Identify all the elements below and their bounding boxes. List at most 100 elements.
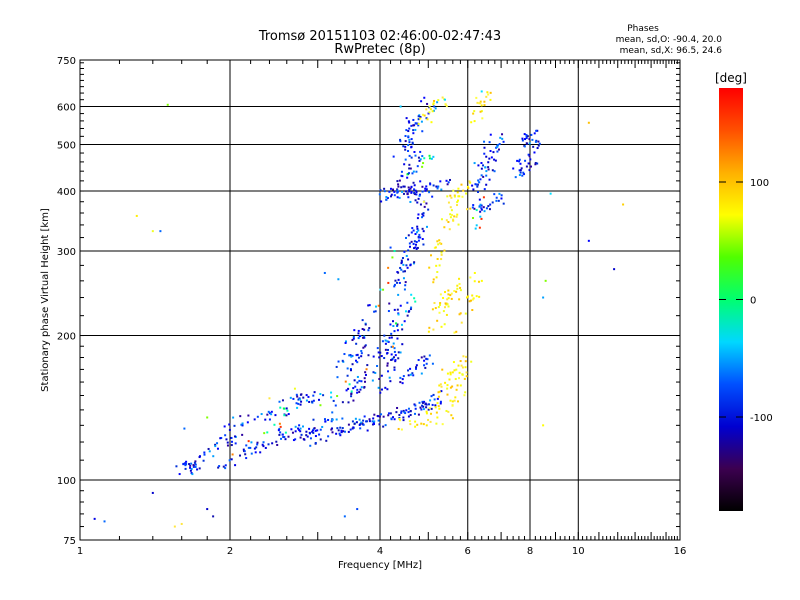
- data-point: [410, 293, 413, 296]
- data-point: [196, 468, 199, 471]
- data-point: [228, 428, 231, 431]
- data-point: [440, 218, 443, 221]
- data-point: [298, 424, 301, 427]
- data-point: [440, 251, 443, 254]
- data-point: [295, 402, 298, 405]
- data-point: [336, 376, 339, 379]
- data-point: [479, 203, 482, 206]
- data-point: [216, 442, 219, 445]
- data-point: [406, 192, 409, 195]
- data-point: [456, 204, 459, 207]
- data-point: [312, 431, 315, 434]
- data-point: [386, 348, 389, 351]
- data-point: [232, 416, 235, 419]
- data-point: [438, 311, 441, 314]
- data-point: [455, 330, 458, 333]
- data-point: [408, 121, 411, 124]
- data-point: [521, 137, 524, 140]
- data-point: [347, 387, 350, 390]
- data-point: [362, 423, 365, 426]
- data-point: [480, 208, 483, 211]
- data-point: [225, 438, 228, 441]
- data-point: [458, 298, 461, 301]
- data-point: [421, 185, 424, 188]
- data-point: [432, 102, 435, 105]
- data-point: [299, 430, 302, 433]
- data-point: [417, 413, 420, 416]
- data-point: [417, 124, 420, 127]
- data-point: [255, 446, 258, 449]
- data-point: [400, 260, 403, 263]
- data-point: [416, 423, 419, 426]
- data-point: [307, 395, 310, 398]
- data-point: [299, 393, 302, 396]
- data-point: [363, 386, 366, 389]
- data-point: [425, 188, 428, 191]
- data-point: [350, 393, 353, 396]
- data-point: [331, 427, 334, 430]
- data-point: [260, 413, 263, 416]
- data-point: [427, 403, 430, 406]
- data-point: [457, 199, 460, 202]
- data-point: [443, 323, 446, 326]
- data-point: [485, 170, 488, 173]
- data-point: [462, 355, 465, 358]
- data-point: [476, 101, 479, 104]
- data-point: [478, 295, 481, 298]
- data-point: [475, 295, 478, 298]
- data-point: [356, 381, 359, 384]
- data-point: [358, 379, 361, 382]
- data-point: [358, 423, 361, 426]
- data-point: [480, 207, 483, 210]
- data-point: [414, 154, 417, 157]
- data-point: [313, 391, 316, 394]
- data-point: [358, 335, 361, 338]
- data-point: [437, 391, 440, 394]
- data-point: [410, 185, 413, 188]
- legend-line-x: mean, sd,X: 96.5, 24.6: [620, 46, 723, 56]
- data-point: [478, 198, 481, 201]
- data-point: [247, 440, 250, 443]
- data-point: [418, 193, 421, 196]
- data-point: [439, 402, 442, 405]
- data-point: [487, 93, 490, 96]
- data-point: [411, 172, 414, 175]
- data-point: [524, 138, 527, 141]
- data-point: [424, 403, 427, 406]
- data-point: [436, 187, 439, 190]
- data-point: [259, 451, 262, 454]
- data-point: [230, 436, 233, 439]
- data-point: [416, 227, 419, 230]
- data-point: [421, 238, 424, 241]
- data-point: [445, 219, 448, 222]
- data-point: [224, 467, 227, 470]
- data-point: [349, 428, 352, 431]
- data-point: [407, 234, 410, 237]
- data-point: [391, 345, 394, 348]
- data-point: [194, 465, 197, 468]
- data-point: [422, 405, 425, 408]
- data-point: [190, 462, 193, 465]
- data-point: [408, 127, 411, 130]
- data-point: [459, 286, 462, 289]
- data-point: [396, 324, 399, 327]
- data-point: [398, 413, 401, 416]
- data-point: [254, 451, 257, 454]
- data-point: [425, 357, 428, 360]
- data-point: [444, 302, 447, 305]
- data-point: [435, 264, 438, 267]
- data-point: [383, 334, 386, 337]
- data-point: [223, 425, 226, 428]
- data-point: [413, 297, 416, 300]
- data-point: [400, 411, 403, 414]
- data-point: [401, 382, 404, 385]
- data-point: [473, 207, 476, 210]
- data-point: [485, 155, 488, 158]
- data-point: [151, 491, 154, 494]
- data-point: [471, 184, 474, 187]
- data-point: [352, 399, 355, 402]
- data-point: [356, 353, 359, 356]
- data-point: [245, 457, 248, 460]
- data-point: [429, 108, 432, 111]
- data-point: [412, 181, 415, 184]
